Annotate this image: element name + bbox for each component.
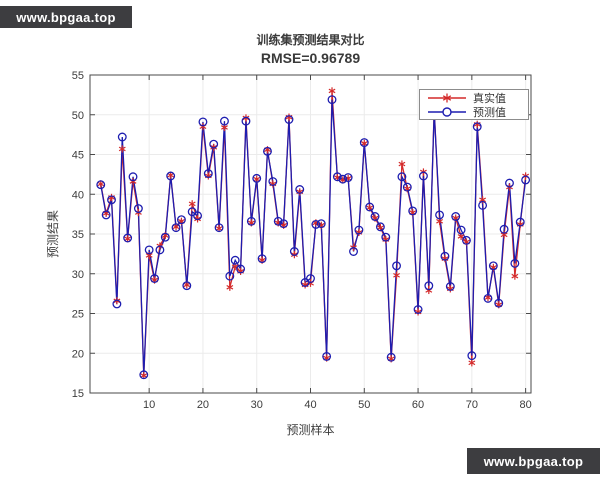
pred-line-circle-icon <box>428 107 466 117</box>
svg-text:30: 30 <box>251 399 263 411</box>
pred-series-line <box>100 99 527 375</box>
svg-text:15: 15 <box>72 388 84 400</box>
tick-labels: 10 20 30 40 50 60 70 80 15 20 25 30 35 40 45 50 55 <box>72 70 532 411</box>
svg-text:70: 70 <box>466 399 478 411</box>
svg-text:20: 20 <box>197 399 209 411</box>
watermark-bottom-right: www.bpgaa.top <box>467 448 600 474</box>
svg-text:30: 30 <box>72 269 84 281</box>
svg-text:50: 50 <box>72 110 84 122</box>
x-axis-label: 预测样本 <box>286 423 335 437</box>
svg-text:45: 45 <box>72 150 84 162</box>
svg-text:60: 60 <box>412 399 424 411</box>
grid <box>90 74 531 394</box>
chart-subtitle-rmse: RMSE=0.96789 <box>260 50 361 66</box>
svg-text:40: 40 <box>72 189 84 201</box>
svg-text:55: 55 <box>72 70 84 82</box>
legend: 真实值 预测值 <box>419 89 529 120</box>
legend-label-true: 真实值 <box>473 93 506 105</box>
svg-text:25: 25 <box>72 309 84 321</box>
chart-title: 训练集预测结果对比 <box>256 33 365 47</box>
pred-series-markers <box>96 95 531 380</box>
svg-text:20: 20 <box>72 348 84 360</box>
legend-entry-pred: 预测值 <box>420 105 528 119</box>
axis-ticks <box>90 74 531 394</box>
legend-entry-true: 真实值 <box>420 91 528 105</box>
svg-text:40: 40 <box>304 399 316 411</box>
legend-label-pred: 预测值 <box>473 107 506 119</box>
svg-text:80: 80 <box>519 399 531 411</box>
svg-text:50: 50 <box>358 399 370 411</box>
true-line-asterisk-icon <box>428 93 466 103</box>
watermark-top-left: www.bpgaa.top <box>0 6 132 28</box>
y-axis-label: 预测结果 <box>46 210 60 259</box>
svg-text:35: 35 <box>72 229 84 241</box>
svg-text:10: 10 <box>143 399 155 411</box>
